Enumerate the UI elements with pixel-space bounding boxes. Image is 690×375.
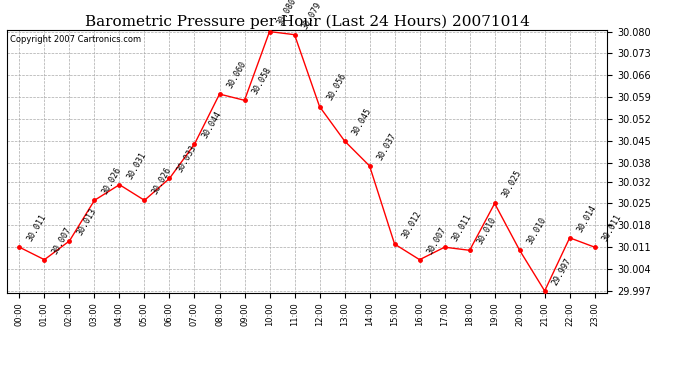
Text: 30.026: 30.026 bbox=[100, 166, 123, 196]
Text: 30.011: 30.011 bbox=[450, 213, 473, 243]
Text: 30.031: 30.031 bbox=[125, 150, 148, 180]
Text: 30.013: 30.013 bbox=[75, 206, 98, 237]
Text: 30.044: 30.044 bbox=[200, 110, 223, 140]
Text: 30.010: 30.010 bbox=[525, 216, 548, 246]
Text: 30.014: 30.014 bbox=[575, 203, 598, 234]
Text: 30.010: 30.010 bbox=[475, 216, 498, 246]
Text: 30.012: 30.012 bbox=[400, 209, 423, 240]
Text: 30.007: 30.007 bbox=[50, 225, 72, 255]
Text: 30.033: 30.033 bbox=[175, 144, 198, 174]
Text: 30.058: 30.058 bbox=[250, 66, 273, 96]
Text: 30.007: 30.007 bbox=[425, 225, 448, 255]
Text: 30.080: 30.080 bbox=[275, 0, 298, 27]
Title: Barometric Pressure per Hour (Last 24 Hours) 20071014: Barometric Pressure per Hour (Last 24 Ho… bbox=[85, 15, 529, 29]
Text: 30.025: 30.025 bbox=[500, 169, 523, 199]
Text: Copyright 2007 Cartronics.com: Copyright 2007 Cartronics.com bbox=[10, 35, 141, 44]
Text: 30.011: 30.011 bbox=[25, 213, 48, 243]
Text: 30.045: 30.045 bbox=[350, 106, 373, 137]
Text: 30.079: 30.079 bbox=[300, 0, 323, 30]
Text: 30.026: 30.026 bbox=[150, 166, 172, 196]
Text: 30.056: 30.056 bbox=[325, 72, 348, 102]
Text: 30.060: 30.060 bbox=[225, 59, 248, 90]
Text: 29.997: 29.997 bbox=[550, 256, 573, 287]
Text: 30.011: 30.011 bbox=[600, 213, 623, 243]
Text: 30.037: 30.037 bbox=[375, 131, 398, 162]
